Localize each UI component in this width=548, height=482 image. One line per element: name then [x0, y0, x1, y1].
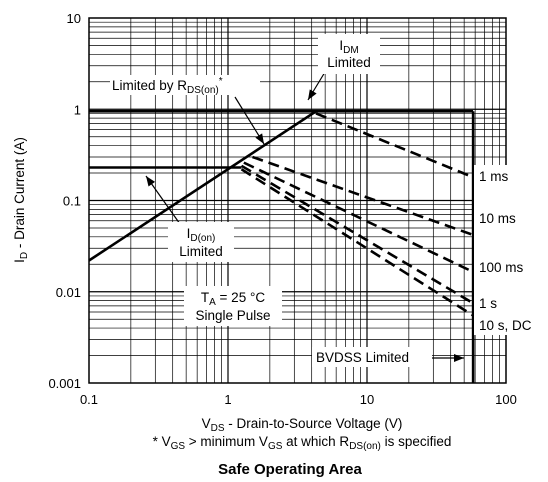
- bvdss-label: BVDSS Limited: [316, 350, 409, 365]
- ta-label-bg: [184, 286, 282, 326]
- idon-arrow-head: [146, 176, 156, 187]
- ta-label-line1: TA = 25 °C: [201, 290, 265, 308]
- grid: [89, 18, 506, 383]
- idm-label-line1: IDM: [339, 38, 358, 56]
- rds-label: Limited by RDS(on)*: [112, 76, 223, 96]
- idm-label-line2: Limited: [327, 55, 371, 70]
- curve-labels-bg: [474, 165, 540, 335]
- x-tick-label: 100: [495, 392, 517, 407]
- rds-label-bg: [110, 75, 260, 95]
- curve-10-s-dc: [240, 168, 474, 317]
- x-axis-label: VDS - Drain-to-Source Voltage (V): [202, 416, 403, 434]
- idon-label-line2: Limited: [179, 244, 223, 259]
- y-tick-label: 0.001: [48, 376, 81, 391]
- curve-10-ms: [252, 155, 474, 237]
- curve-label-10s-dc: 10 s, DC: [479, 318, 532, 333]
- y-tick-label: 0.1: [63, 194, 81, 209]
- ta-label-line2: Single Pulse: [195, 308, 270, 323]
- curve-limited-by-rds-on: [88, 110, 317, 262]
- rds-arrow-head: [255, 133, 264, 144]
- curve-label-10ms: 10 ms: [479, 211, 516, 226]
- idm-label-bg: [318, 34, 380, 74]
- x-tick-label: 1: [224, 392, 231, 407]
- y-tick-label: 0.01: [56, 285, 81, 300]
- x-tick-label: 0.1: [80, 392, 98, 407]
- curve-100-ms: [243, 161, 474, 274]
- idon-label-line1: ID(on): [187, 226, 216, 244]
- curves: [88, 109, 475, 383]
- tick-labels: 0.1 1 10 100 10 1 0.1 0.01 0.001: [48, 11, 516, 407]
- curve-1-ms: [315, 112, 474, 179]
- annotation-arrows: [145, 71, 464, 362]
- idm-arrow-head: [308, 89, 317, 100]
- y-axis-label: ID - Drain Current (A): [12, 137, 30, 263]
- curve-label-100ms: 100 ms: [479, 260, 524, 275]
- curve-1-s: [240, 164, 474, 305]
- bvdss-label-bg: [312, 347, 432, 367]
- footnote: * VGS > minimum VGS at which RDS(on) is …: [153, 434, 452, 452]
- curve-label-1s: 1 s: [479, 296, 497, 311]
- chart-title: Safe Operating Area: [218, 461, 362, 478]
- y-tick-label: 1: [74, 102, 81, 117]
- curve-label-1ms: 1 ms: [479, 169, 509, 184]
- y-tick-label: 10: [67, 11, 81, 26]
- idon-label-bg: [168, 222, 234, 262]
- bvdss-arrow-head: [454, 354, 464, 362]
- x-tick-label: 10: [360, 392, 374, 407]
